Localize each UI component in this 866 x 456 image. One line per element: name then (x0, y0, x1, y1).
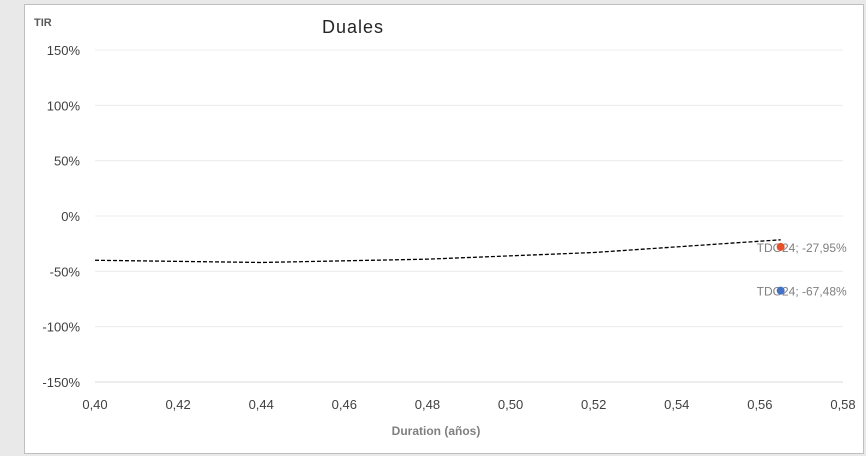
x-tick-label: 0,52 (581, 397, 606, 412)
data-point (777, 287, 785, 295)
x-tick-label: 0,50 (498, 397, 523, 412)
y-tick-label: 0% (61, 209, 80, 224)
data-label: TDG24; -67,48% (757, 285, 847, 299)
data-point (777, 243, 785, 251)
x-tick-label: 0,56 (747, 397, 772, 412)
x-tick-label: 0,58 (830, 397, 855, 412)
x-tick-label: 0,42 (165, 397, 190, 412)
y-tick-label: 150% (47, 43, 81, 58)
trendline (95, 240, 781, 263)
y-tick-label: -50% (50, 264, 81, 279)
y-tick-label: -150% (42, 375, 80, 390)
y-tick-label: 50% (54, 154, 80, 169)
x-tick-label: 0,48 (415, 397, 440, 412)
x-tick-label: 0,40 (82, 397, 107, 412)
x-tick-label: 0,54 (664, 397, 689, 412)
y-tick-label: 100% (47, 98, 81, 113)
x-tick-label: 0,44 (249, 397, 274, 412)
y-tick-label: -100% (42, 320, 80, 335)
x-tick-label: 0,46 (332, 397, 357, 412)
data-label: TDG24; -27,95% (757, 241, 847, 255)
